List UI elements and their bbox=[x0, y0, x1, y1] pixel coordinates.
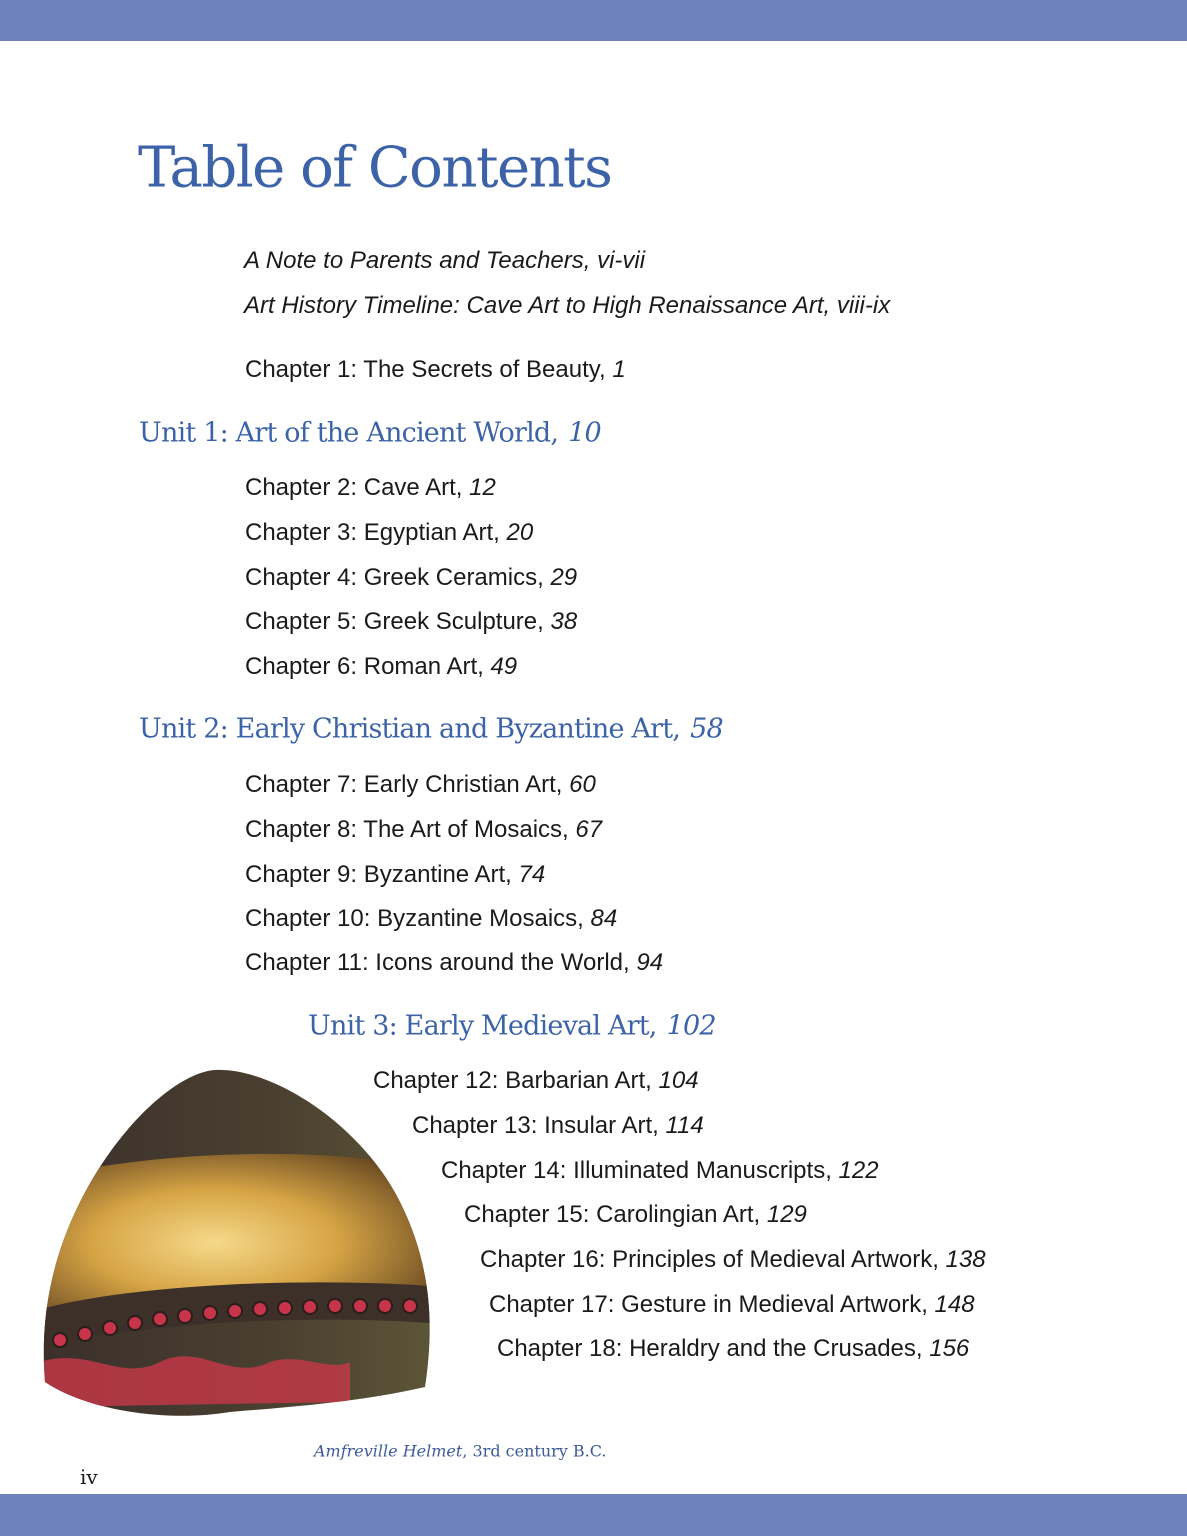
page-title: Table of Contents bbox=[138, 135, 613, 201]
toc-front-matter-note[interactable]: A Note to Parents and Teachers, vi-vii bbox=[244, 247, 646, 274]
toc-chapter[interactable]: Chapter 10: Byzantine Mosaics, 84 bbox=[245, 905, 617, 933]
chapter-page: 114 bbox=[665, 1112, 704, 1139]
chapter-page: 129 bbox=[766, 1201, 807, 1228]
chapter-label: Chapter 8: The Art of Mosaics, bbox=[245, 816, 576, 843]
chapter-page: 1 bbox=[612, 356, 626, 383]
page-number: iv bbox=[80, 1465, 98, 1489]
chapter-label: Chapter 7: Early Christian Art, bbox=[245, 771, 570, 798]
toc-chapter[interactable]: Chapter 12: Barbarian Art, 104 bbox=[373, 1067, 699, 1095]
chapter-label: Chapter 13: Insular Art, bbox=[412, 1112, 666, 1139]
caption-title: Amfreville Helmet bbox=[314, 1441, 463, 1461]
toc-chapter[interactable]: Chapter 8: The Art of Mosaics, 67 bbox=[245, 816, 602, 844]
toc-chapter[interactable]: Chapter 15: Carolingian Art, 129 bbox=[464, 1201, 807, 1229]
chapter-page: 122 bbox=[838, 1157, 879, 1184]
toc-chapter[interactable]: Chapter 14: Illuminated Manuscripts, 122 bbox=[441, 1157, 879, 1185]
chapter-page: 12 bbox=[469, 474, 496, 501]
chapter-page: 94 bbox=[636, 949, 664, 976]
toc-chapter[interactable]: Chapter 3: Egyptian Art, 20 bbox=[245, 519, 533, 547]
toc-chapter[interactable]: Chapter 6: Roman Art, 49 bbox=[245, 653, 517, 681]
chapter-page: 29 bbox=[550, 564, 578, 591]
chapter-label: Chapter 6: Roman Art, bbox=[245, 653, 491, 680]
chapter-page: 84 bbox=[590, 905, 618, 932]
chapter-label: Chapter 3: Egyptian Art, bbox=[245, 519, 507, 546]
bottom-band bbox=[0, 1494, 1187, 1536]
chapter-page: 49 bbox=[490, 653, 518, 680]
toc-chapter[interactable]: Chapter 9: Byzantine Art, 74 bbox=[245, 861, 545, 889]
top-band bbox=[0, 0, 1187, 41]
chapter-label: Chapter 18: Heraldry and the Crusades, bbox=[497, 1335, 930, 1362]
toc-chapter[interactable]: Chapter 13: Insular Art, 114 bbox=[412, 1112, 704, 1140]
amfreville-helmet-image bbox=[43, 1069, 430, 1416]
chapter-page: 74 bbox=[518, 861, 546, 888]
unit-label: Unit 1: Art of the Ancient World, bbox=[139, 417, 559, 449]
toc-chapter-1[interactable]: Chapter 1: The Secrets of Beauty, 1 bbox=[245, 356, 626, 384]
chapter-label: Chapter 16: Principles of Medieval Artwo… bbox=[480, 1246, 946, 1273]
unit-label: Unit 2: Early Christian and Byzantine Ar… bbox=[139, 713, 681, 745]
toc-chapter[interactable]: Chapter 4: Greek Ceramics, 29 bbox=[245, 564, 577, 592]
chapter-label: Chapter 9: Byzantine Art, bbox=[245, 861, 519, 888]
unit-page: 10 bbox=[568, 417, 602, 449]
chapter-label: Chapter 4: Greek Ceramics, bbox=[245, 564, 551, 591]
chapter-label: Chapter 12: Barbarian Art, bbox=[373, 1067, 659, 1094]
toc-chapter[interactable]: Chapter 11: Icons around the World, 94 bbox=[245, 949, 663, 977]
toc-chapter[interactable]: Chapter 2: Cave Art, 12 bbox=[245, 474, 496, 502]
chapter-label: Chapter 15: Carolingian Art, bbox=[464, 1201, 767, 1228]
chapter-label: Chapter 2: Cave Art, bbox=[245, 474, 470, 501]
chapter-label: Chapter 17: Gesture in Medieval Artwork, bbox=[489, 1291, 935, 1318]
toc-front-matter-timeline[interactable]: Art History Timeline: Cave Art to High R… bbox=[244, 292, 891, 319]
unit-page: 102 bbox=[666, 1010, 717, 1042]
chapter-page: 38 bbox=[550, 608, 578, 635]
chapter-page: 104 bbox=[658, 1067, 699, 1094]
chapter-label: Chapter 11: Icons around the World, bbox=[245, 949, 637, 976]
caption-date: , 3rd century B.C. bbox=[462, 1441, 607, 1461]
toc-unit-2[interactable]: Unit 2: Early Christian and Byzantine Ar… bbox=[139, 713, 724, 745]
chapter-page: 138 bbox=[945, 1246, 986, 1273]
toc-unit-3[interactable]: Unit 3: Early Medieval Art, 102 bbox=[308, 1010, 717, 1042]
chapter-page: 156 bbox=[929, 1335, 970, 1362]
unit-page: 58 bbox=[690, 713, 724, 745]
toc-unit-1[interactable]: Unit 1: Art of the Ancient World, 10 bbox=[139, 417, 602, 449]
chapter-label: Chapter 10: Byzantine Mosaics, bbox=[245, 905, 591, 932]
toc-chapter[interactable]: Chapter 7: Early Christian Art, 60 bbox=[245, 771, 596, 799]
toc-chapter[interactable]: Chapter 5: Greek Sculpture, 38 bbox=[245, 608, 577, 636]
toc-chapter[interactable]: Chapter 18: Heraldry and the Crusades, 1… bbox=[497, 1335, 969, 1363]
chapter-page: 148 bbox=[934, 1291, 975, 1318]
chapter-label: Chapter 1: The Secrets of Beauty, bbox=[245, 356, 613, 383]
chapter-label: Chapter 5: Greek Sculpture, bbox=[245, 608, 551, 635]
toc-chapter[interactable]: Chapter 16: Principles of Medieval Artwo… bbox=[480, 1246, 986, 1274]
chapter-page: 67 bbox=[575, 816, 603, 843]
toc-chapter[interactable]: Chapter 17: Gesture in Medieval Artwork,… bbox=[489, 1291, 975, 1319]
chapter-page: 60 bbox=[569, 771, 596, 798]
image-caption: Amfreville Helmet, 3rd century B.C. bbox=[314, 1442, 607, 1461]
unit-label: Unit 3: Early Medieval Art, bbox=[308, 1010, 657, 1042]
chapter-label: Chapter 14: Illuminated Manuscripts, bbox=[441, 1157, 839, 1184]
chapter-page: 20 bbox=[506, 519, 534, 546]
